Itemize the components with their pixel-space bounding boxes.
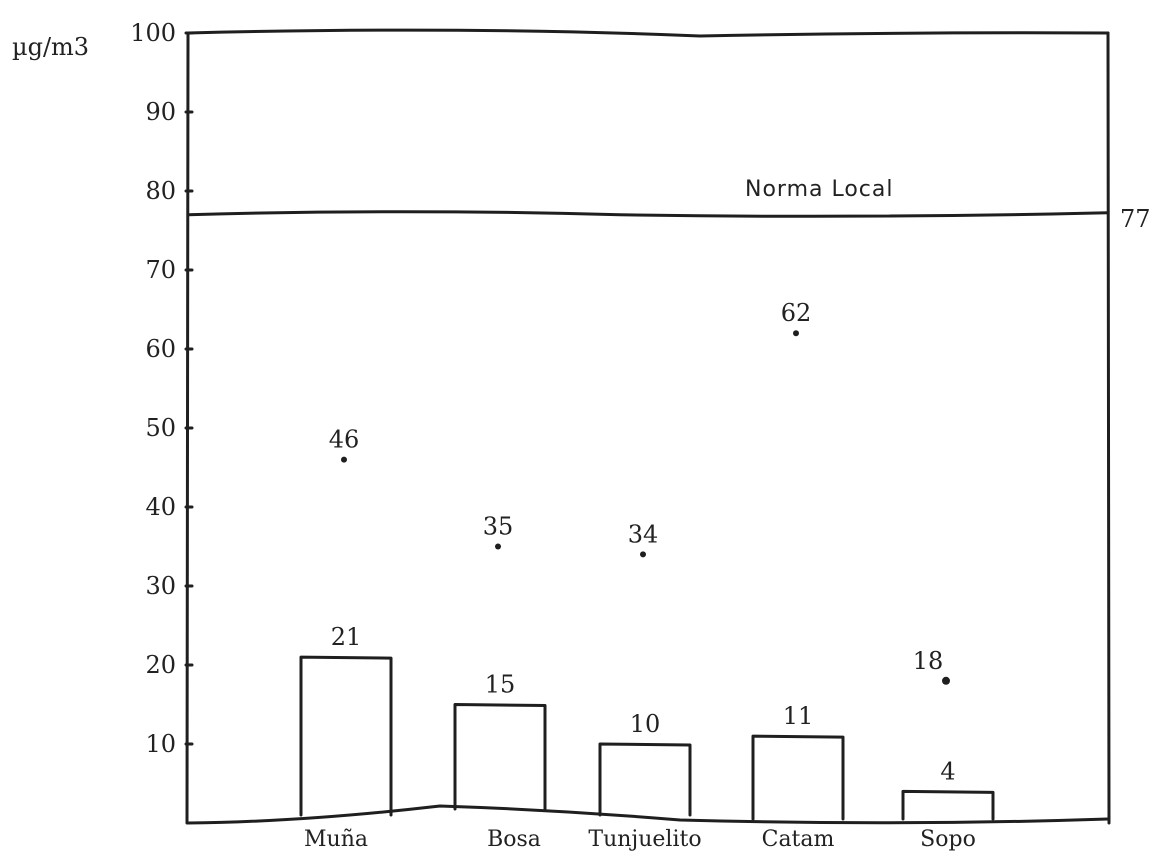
reference-line-value: 77 [1120,205,1151,233]
bar-value-label: 10 [630,710,661,738]
x-category-label: Sopo [920,827,976,852]
bar [453,703,547,811]
y-tick-label: 100 [130,19,176,47]
bars-group: 21 15 10 11 4 [299,623,995,821]
plot-frame [185,28,1111,825]
bar-value-label: 15 [485,671,516,699]
bar-value-label: 21 [331,623,362,651]
bar [751,734,845,821]
plot-frame-top [186,28,1110,38]
point-value-label: 18 [913,647,944,675]
plot-frame-right [1106,31,1111,825]
points-group: 46 35 34 62 18 [329,299,950,685]
x-category-label: Tunjuelito [588,827,701,852]
y-tick-label: 70 [145,256,176,284]
data-point [942,676,950,685]
y-tick-label: 60 [145,335,176,363]
y-axis: 10 20 30 40 50 60 70 80 90 100 [130,19,194,758]
reference-line [186,210,1110,218]
y-axis-label: µg/m3 [12,33,89,61]
data-point [341,456,347,463]
bar [901,789,995,821]
x-category-label: Muña [304,827,368,852]
x-category-label: Catam [762,827,835,852]
y-tick-label: 30 [145,572,176,600]
y-tick-label: 50 [145,414,176,442]
y-tick-label: 40 [145,493,176,521]
x-category-label: Bosa [487,827,541,852]
reference-line-label: Norma Local [745,177,894,202]
reference-line-group [186,210,1110,218]
data-point [793,330,799,337]
point-value-label: 35 [483,513,514,541]
y-tick-label: 80 [145,177,176,205]
bar [598,742,692,817]
data-point [640,551,646,558]
bar-value-label: 11 [783,702,814,730]
data-point [495,543,501,550]
y-tick-label: 10 [145,730,176,758]
point-value-label: 34 [628,520,659,548]
y-tick-label: 20 [145,651,176,679]
plot-frame-bottom [186,804,1110,825]
y-tick-label: 90 [145,98,176,126]
x-axis: Muña Bosa Tunjuelito Catam Sopo [304,827,976,852]
bar [299,655,393,817]
point-value-label: 46 [329,426,360,454]
bar-value-label: 4 [940,757,955,785]
point-value-label: 62 [781,299,812,327]
